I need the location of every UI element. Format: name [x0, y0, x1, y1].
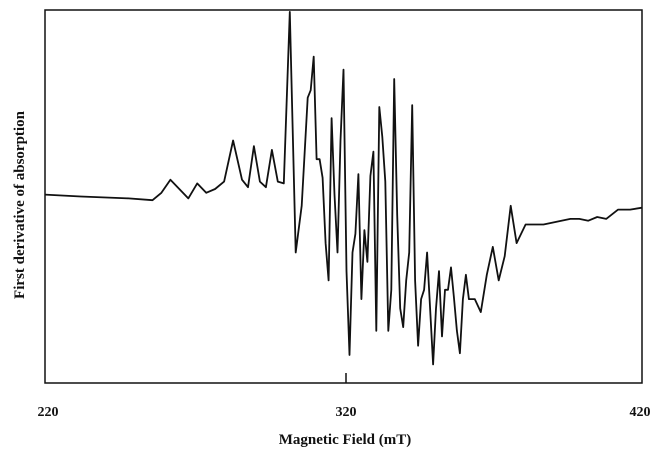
plot-frame	[44, 9, 643, 384]
x-tick-label-420: 420	[630, 405, 651, 420]
x-axis-label: Magnetic Field (mT)	[279, 432, 411, 448]
x-tick-label-320: 320	[336, 405, 357, 420]
spectrum-line	[44, 11, 643, 366]
y-axis-label: First derivative of absorption	[12, 110, 28, 299]
x-tick-label-220: 220	[38, 405, 59, 420]
